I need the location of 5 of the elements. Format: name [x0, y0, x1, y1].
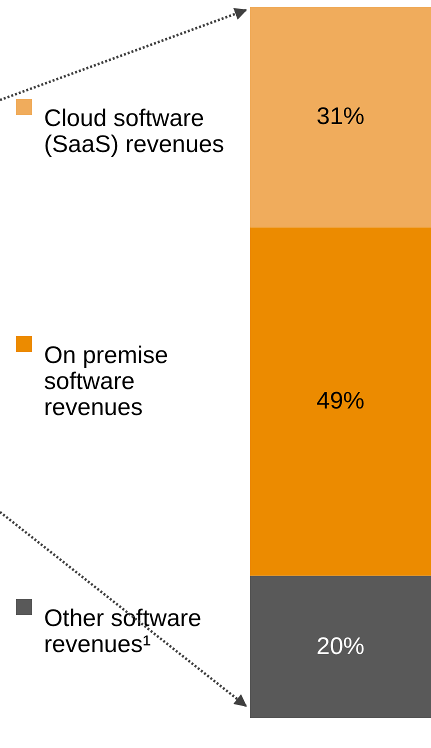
legend-label: On premise software revenues	[44, 342, 168, 421]
data-label: 31%	[316, 103, 365, 130]
data-label: 20%	[316, 632, 365, 660]
legend-label: Cloud software (SaaS) revenues	[44, 105, 224, 158]
data-label: 49%	[316, 388, 365, 415]
